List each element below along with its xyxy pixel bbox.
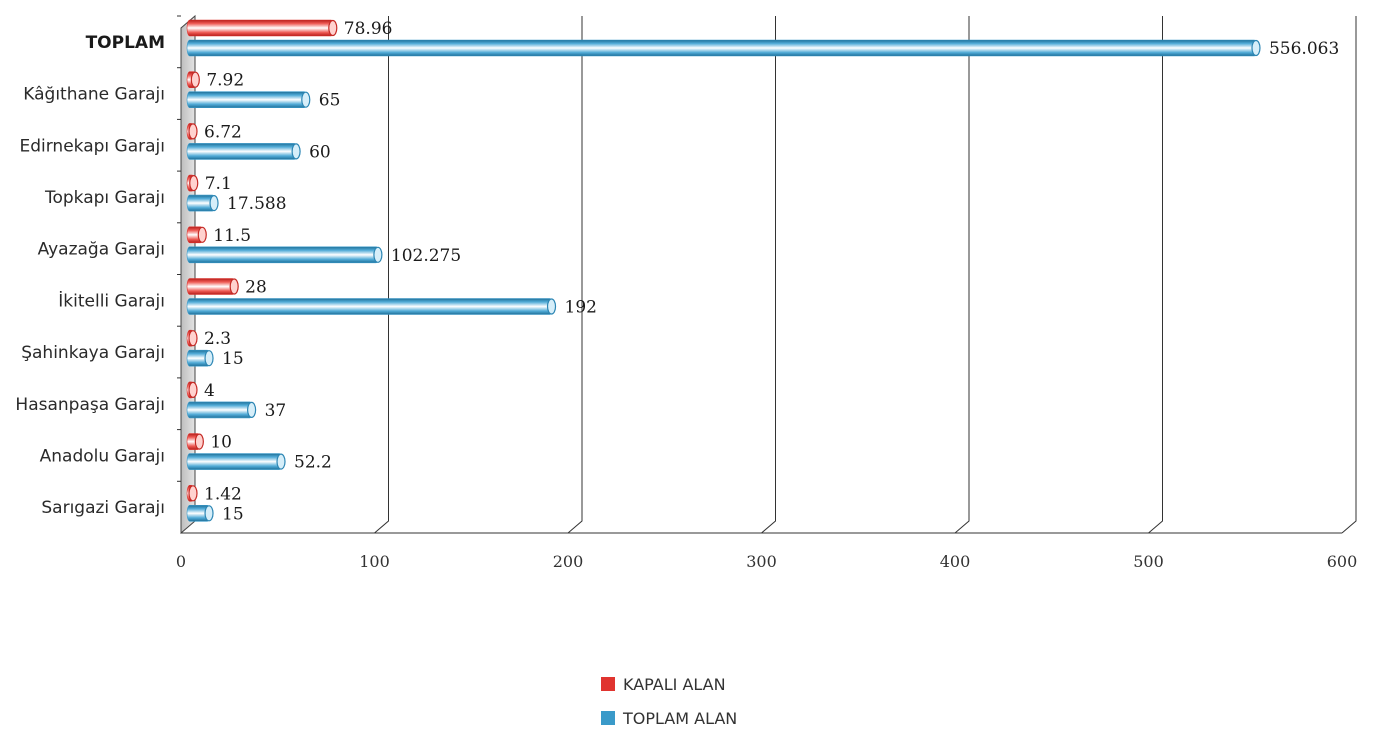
value-label-toplam-alan-anadolu-garaji: 52.2	[294, 453, 332, 473]
value-label-kapali-alan-sahinkaya-garaji: 2.3	[204, 329, 231, 349]
category-label-anadolu-garaji: Anadolu Garajı	[40, 446, 165, 466]
bar-kapali-alan-toplam	[186, 19, 338, 37]
bar-toplam-alan-ayazaga-garaji	[186, 246, 383, 264]
bar-kapali-alan-hasanpasa-garaji	[186, 381, 198, 399]
axes	[177, 14, 1342, 535]
bar-kapali-alan-sahinkaya-garaji	[186, 329, 198, 347]
bar-toplam-alan-hasanpasa-garaji	[186, 401, 257, 419]
value-label-toplam-alan-kagithane-garaji: 65	[319, 91, 341, 111]
bars	[186, 19, 1261, 522]
x-tick-label: 0	[176, 552, 186, 571]
bar-toplam-alan-anadolu-garaji	[186, 453, 286, 470]
gridline	[374, 16, 389, 534]
bar-toplam-alan-sahinkaya-garaji	[186, 349, 214, 367]
value-label-kapali-alan-edirnekapi-garaji: 6.72	[204, 122, 242, 142]
bar-kapali-alan-kagithane-garaji	[186, 71, 200, 88]
bar-toplam-alan-ikitelli-garaji	[186, 298, 557, 315]
value-label-toplam-alan-toplam: 556.063	[1269, 39, 1339, 59]
gridline	[1148, 16, 1163, 534]
value-label-toplam-alan-hasanpasa-garaji: 37	[265, 401, 287, 421]
x-tick-label: 100	[359, 552, 390, 571]
x-tick-label: 400	[940, 552, 971, 571]
value-label-kapali-alan-topkapi-garaji: 7.1	[205, 174, 232, 194]
bar-kapali-alan-ayazaga-garaji	[186, 226, 207, 244]
bar-kapali-alan-sarigazi-garaji	[186, 484, 198, 502]
value-label-toplam-alan-sarigazi-garaji: 15	[222, 504, 244, 524]
gridline	[1341, 16, 1357, 534]
category-label-ikitelli-garaji: İkitelli Garajı	[58, 290, 165, 311]
bar-kapali-alan-ikitelli-garaji	[186, 278, 239, 295]
value-label-toplam-alan-ikitelli-garaji: 192	[565, 298, 597, 318]
value-label-kapali-alan-toplam: 78.96	[344, 19, 393, 39]
value-label-toplam-alan-ayazaga-garaji: 102.275	[391, 246, 461, 266]
bar-kapali-alan-topkapi-garaji	[186, 174, 199, 192]
value-label-kapali-alan-sarigazi-garaji: 1.42	[204, 484, 242, 504]
x-tick-label: 300	[746, 552, 777, 571]
value-label-kapali-alan-ikitelli-garaji: 28	[245, 278, 267, 298]
bar-toplam-alan-kagithane-garaji	[186, 91, 311, 108]
legend: KAPALI ALAN TOPLAM ALAN	[601, 675, 737, 728]
labels: 0 100 200 300 400 500 600 TOPLAM 78.96 556.063 Kâğ…	[15, 19, 1357, 571]
category-label-topkapi-garaji: Topkapı Garajı	[44, 188, 165, 208]
gridlines	[374, 16, 1357, 534]
category-label-ayazaga-garaji: Ayazağa Garajı	[38, 240, 165, 260]
legend-label-kapali-alan: KAPALI ALAN	[623, 675, 726, 694]
value-label-kapali-alan-ayazaga-garaji: 11.5	[213, 226, 251, 246]
category-label-sarigazi-garaji: Sarıgazi Garajı	[41, 498, 165, 518]
legend-label-toplam-alan: TOPLAM ALAN	[622, 709, 737, 728]
gridline	[954, 16, 970, 534]
x-tick-label: 500	[1133, 552, 1164, 571]
category-label-sahinkaya-garaji: Şahinkaya Garajı	[21, 343, 165, 363]
gridline	[567, 16, 583, 534]
bar-kapali-alan-edirnekapi-garaji	[186, 123, 198, 140]
category-label-kagithane-garaji: Kâğıthane Garajı	[23, 85, 165, 105]
value-label-toplam-alan-sahinkaya-garaji: 15	[222, 349, 244, 369]
bar-toplam-alan-topkapi-garaji	[186, 194, 219, 212]
bar-toplam-alan-sarigazi-garaji	[186, 504, 214, 522]
category-label-hasanpasa-garaji: Hasanpaşa Garajı	[15, 395, 165, 415]
value-label-kapali-alan-kagithane-garaji: 7.92	[206, 71, 244, 91]
x-tick-label: 600	[1327, 552, 1358, 571]
legend-swatch-kapali-alan	[601, 677, 615, 691]
category-label-edirnekapi-garaji: Edirnekapı Garajı	[19, 136, 165, 156]
bar-toplam-alan-toplam	[186, 39, 1261, 57]
bar-toplam-alan-edirnekapi-garaji	[186, 143, 301, 160]
bar-kapali-alan-anadolu-garaji	[186, 433, 204, 450]
legend-swatch-toplam-alan	[601, 711, 615, 725]
value-label-toplam-alan-topkapi-garaji: 17.588	[227, 194, 286, 214]
value-label-kapali-alan-anadolu-garaji: 10	[210, 433, 232, 453]
x-tick-label: 200	[553, 552, 584, 571]
value-label-kapali-alan-hasanpasa-garaji: 4	[204, 381, 215, 401]
category-label-toplam: TOPLAM	[86, 33, 165, 53]
gridline	[761, 16, 776, 534]
value-label-toplam-alan-edirnekapi-garaji: 60	[309, 142, 331, 162]
